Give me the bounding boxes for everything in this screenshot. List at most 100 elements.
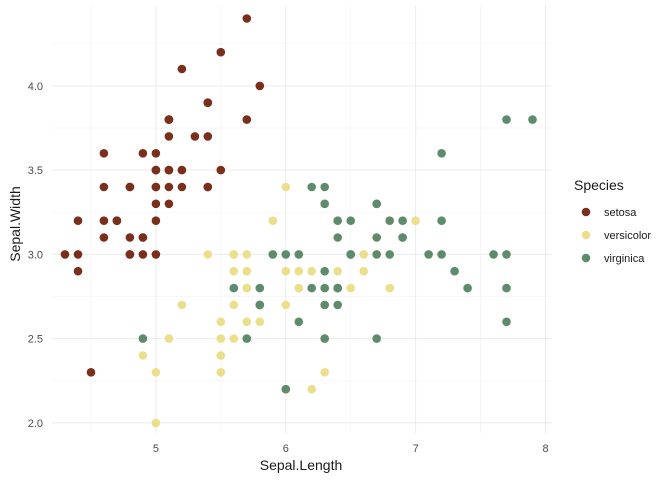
data-point-versicolor xyxy=(281,182,291,192)
data-point-virginica xyxy=(398,233,407,242)
data-point-virginica xyxy=(372,334,382,343)
legend-title: Species xyxy=(574,177,624,193)
data-point-versicolor xyxy=(242,283,252,293)
data-point-versicolor xyxy=(216,368,226,377)
data-point-virginica xyxy=(372,233,382,242)
data-point-virginica xyxy=(437,216,446,225)
plot-grid xyxy=(52,5,552,433)
data-point-virginica xyxy=(294,250,304,259)
data-point-virginica xyxy=(372,199,382,209)
data-point-virginica xyxy=(333,283,343,293)
data-point-versicolor xyxy=(229,250,239,259)
data-point-setosa xyxy=(99,233,109,242)
data-point-versicolor xyxy=(359,266,369,276)
data-point-setosa xyxy=(99,149,109,158)
data-point-setosa xyxy=(190,132,200,141)
data-point-virginica xyxy=(385,250,395,259)
data-point-versicolor xyxy=(281,266,291,276)
data-point-virginica xyxy=(489,250,498,259)
x-axis-title: Sepal.Length xyxy=(260,457,343,473)
series-virginica xyxy=(138,115,537,394)
data-point-versicolor xyxy=(294,266,304,276)
data-point-virginica xyxy=(320,283,330,293)
data-point-setosa xyxy=(164,199,174,209)
data-point-setosa xyxy=(99,182,109,192)
data-point-versicolor xyxy=(281,300,291,310)
data-point-versicolor xyxy=(242,250,252,259)
data-point-setosa xyxy=(125,182,135,192)
data-point-setosa xyxy=(151,165,161,175)
data-point-setosa xyxy=(164,182,174,192)
data-point-virginica xyxy=(463,283,472,293)
data-point-virginica xyxy=(437,250,446,259)
data-point-virginica xyxy=(229,283,239,293)
data-point-setosa xyxy=(151,199,161,209)
series-versicolor xyxy=(138,182,420,428)
data-point-setosa xyxy=(73,266,83,276)
data-point-versicolor xyxy=(294,283,304,293)
data-point-setosa xyxy=(164,165,174,175)
data-point-setosa xyxy=(125,250,135,259)
data-point-virginica xyxy=(333,300,343,310)
y-tick-label: 3.0 xyxy=(28,249,43,261)
data-points xyxy=(60,14,537,428)
data-point-setosa xyxy=(138,250,148,259)
data-point-versicolor xyxy=(333,266,343,276)
data-point-virginica xyxy=(398,216,407,225)
data-point-versicolor xyxy=(229,266,239,276)
data-point-setosa xyxy=(203,132,213,141)
tick-labels: 5 6 7 8 2.0 2.5 3.0 3.5 4.0 xyxy=(28,81,549,455)
data-point-virginica xyxy=(502,250,511,259)
data-point-versicolor xyxy=(242,317,252,327)
data-point-virginica xyxy=(502,115,511,124)
data-point-virginica xyxy=(528,115,537,124)
legend-key-versicolor xyxy=(581,230,591,240)
data-point-versicolor xyxy=(177,300,187,310)
legend-label-virginica: virginica xyxy=(604,253,645,265)
data-point-setosa xyxy=(177,182,187,192)
data-point-virginica xyxy=(294,317,304,327)
data-point-versicolor xyxy=(320,368,330,377)
data-point-setosa xyxy=(216,47,226,57)
data-point-virginica xyxy=(385,216,395,225)
data-point-setosa xyxy=(99,216,109,225)
x-tick-label: 7 xyxy=(413,443,419,455)
data-point-setosa xyxy=(86,368,96,377)
x-tick-label: 5 xyxy=(153,443,159,455)
data-point-versicolor xyxy=(255,317,265,327)
data-point-setosa xyxy=(203,98,213,107)
data-point-setosa xyxy=(216,165,226,175)
data-point-virginica xyxy=(138,334,148,343)
data-point-versicolor xyxy=(151,418,161,428)
data-point-versicolor xyxy=(138,351,148,360)
x-tick-label: 8 xyxy=(542,443,548,455)
data-point-setosa xyxy=(73,250,83,259)
legend-key-setosa xyxy=(581,207,591,217)
data-point-virginica xyxy=(242,334,252,343)
data-point-setosa xyxy=(151,250,161,259)
data-point-setosa xyxy=(177,165,187,175)
data-point-virginica xyxy=(320,182,330,192)
data-point-virginica xyxy=(255,300,265,310)
data-point-versicolor xyxy=(216,351,226,360)
data-point-setosa xyxy=(125,233,135,242)
data-point-virginica xyxy=(320,199,330,209)
data-point-versicolor xyxy=(385,283,395,293)
data-point-versicolor xyxy=(203,250,213,259)
data-point-virginica xyxy=(502,283,511,293)
data-point-virginica xyxy=(333,233,343,242)
y-tick-label: 2.5 xyxy=(28,334,43,346)
data-point-virginica xyxy=(346,250,356,259)
data-point-versicolor xyxy=(268,216,278,225)
data-point-virginica xyxy=(333,216,343,225)
data-point-setosa xyxy=(203,182,213,192)
data-point-versicolor xyxy=(307,384,317,394)
data-point-virginica xyxy=(255,283,265,293)
y-tick-label: 2.0 xyxy=(28,418,43,430)
data-point-setosa xyxy=(73,216,83,225)
data-point-setosa xyxy=(151,182,161,192)
data-point-versicolor xyxy=(411,216,420,225)
data-point-virginica xyxy=(307,283,317,293)
data-point-setosa xyxy=(255,81,265,91)
